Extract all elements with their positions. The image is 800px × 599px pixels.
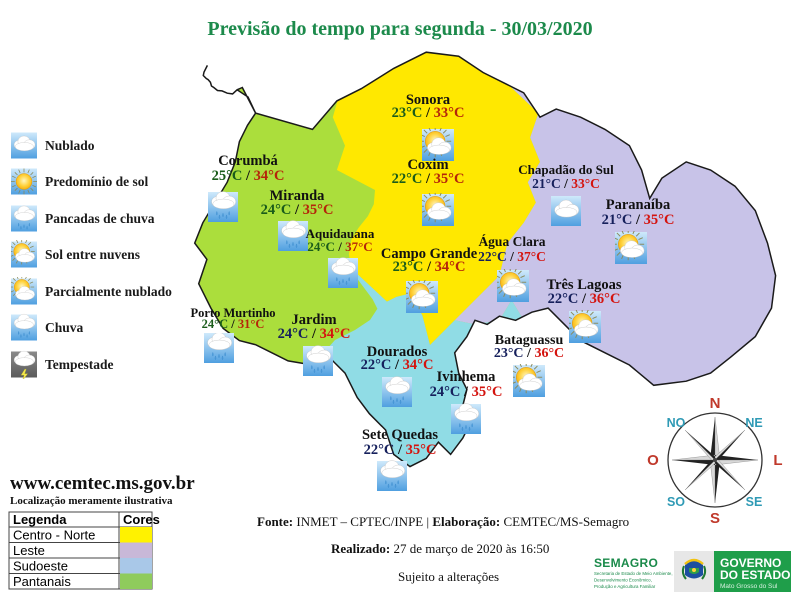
svg-text:25°C / 34°C: 25°C / 34°C (212, 168, 285, 184)
svg-text:Pantanais: Pantanais (13, 574, 71, 589)
svg-text:23°C / 33°C: 23°C / 33°C (392, 105, 465, 121)
svg-text:22°C / 36°C: 22°C / 36°C (548, 291, 621, 307)
svg-text:Sudoeste: Sudoeste (13, 559, 68, 574)
svg-text:O: O (647, 452, 659, 469)
svg-text:24°C / 35°C: 24°C / 35°C (261, 202, 334, 218)
svg-text:Realizado: 27 de março de 2020: Realizado: 27 de março de 2020 às 16:50 (331, 541, 549, 556)
svg-text:Tempestade: Tempestade (45, 357, 114, 372)
svg-text:Paranaíba: Paranaíba (606, 197, 671, 213)
svg-text:Água Clara: Água Clara (478, 234, 545, 249)
svg-text:Predomínio de sol: Predomínio de sol (45, 174, 149, 189)
svg-text:Centro - Norte: Centro - Norte (13, 528, 95, 543)
svg-text:Cores: Cores (123, 512, 160, 527)
svg-text:21°C / 35°C: 21°C / 35°C (602, 212, 675, 228)
svg-text:S: S (710, 510, 720, 527)
svg-text:22°C / 35°C: 22°C / 35°C (392, 171, 465, 187)
svg-text:Parcialmente nublado: Parcialmente nublado (45, 284, 172, 299)
svg-text:Mato Grosso do Sul: Mato Grosso do Sul (720, 583, 778, 590)
svg-text:21°C / 33°C: 21°C / 33°C (532, 176, 600, 191)
svg-text:Chapadão do Sul: Chapadão do Sul (518, 162, 614, 177)
svg-text:NO: NO (667, 416, 686, 430)
svg-text:23°C / 36°C: 23°C / 36°C (494, 346, 564, 361)
svg-text:SEMAGRO: SEMAGRO (594, 556, 658, 570)
svg-text:Leste: Leste (13, 543, 45, 558)
svg-text:NE: NE (745, 416, 762, 430)
svg-text:Nublado: Nublado (45, 138, 95, 153)
svg-text:23°C / 34°C: 23°C / 34°C (393, 259, 466, 275)
svg-text:DO ESTADO: DO ESTADO (720, 568, 790, 582)
svg-text:24°C / 34°C: 24°C / 34°C (278, 326, 351, 342)
svg-text:www.cemtec.ms.gov.br: www.cemtec.ms.gov.br (10, 473, 195, 494)
svg-text:22°C / 35°C: 22°C / 35°C (364, 442, 437, 458)
svg-text:Corumbá: Corumbá (218, 153, 278, 169)
svg-text:24°C / 35°C: 24°C / 35°C (430, 384, 503, 400)
svg-text:Fonte: INMET – CPTEC/INPE | El: Fonte: INMET – CPTEC/INPE | Elaboração: … (257, 514, 629, 529)
svg-text:24°C / 37°C: 24°C / 37°C (307, 239, 372, 254)
svg-text:22°C / 37°C: 22°C / 37°C (478, 249, 546, 264)
svg-text:Ivinhema: Ivinhema (437, 369, 497, 385)
svg-text:L: L (773, 452, 782, 469)
svg-text:Produção e Agricultura Familia: Produção e Agricultura Familiar (594, 584, 656, 589)
svg-text:24°C / 31°C: 24°C / 31°C (202, 317, 265, 331)
svg-text:Secretaria de Estado de Meio A: Secretaria de Estado de Meio Ambiente, (594, 571, 673, 576)
svg-text:Chuva: Chuva (45, 320, 84, 335)
svg-text:Localização meramente ilustrat: Localização meramente ilustrativa (10, 495, 173, 507)
svg-text:22°C / 34°C: 22°C / 34°C (361, 357, 434, 373)
svg-text:Legenda: Legenda (13, 512, 67, 527)
svg-text:N: N (710, 395, 721, 412)
svg-text:Sol entre nuvens: Sol entre nuvens (45, 247, 140, 262)
svg-text:Sete Quedas: Sete Quedas (362, 427, 438, 443)
svg-text:SO: SO (667, 495, 685, 509)
svg-text:Desenvolvimento Econômico,: Desenvolvimento Econômico, (594, 578, 652, 583)
svg-text:Pancadas de chuva: Pancadas de chuva (45, 211, 155, 226)
svg-text:Sujeito a alterações: Sujeito a alterações (398, 569, 499, 584)
svg-text:SE: SE (746, 495, 763, 509)
